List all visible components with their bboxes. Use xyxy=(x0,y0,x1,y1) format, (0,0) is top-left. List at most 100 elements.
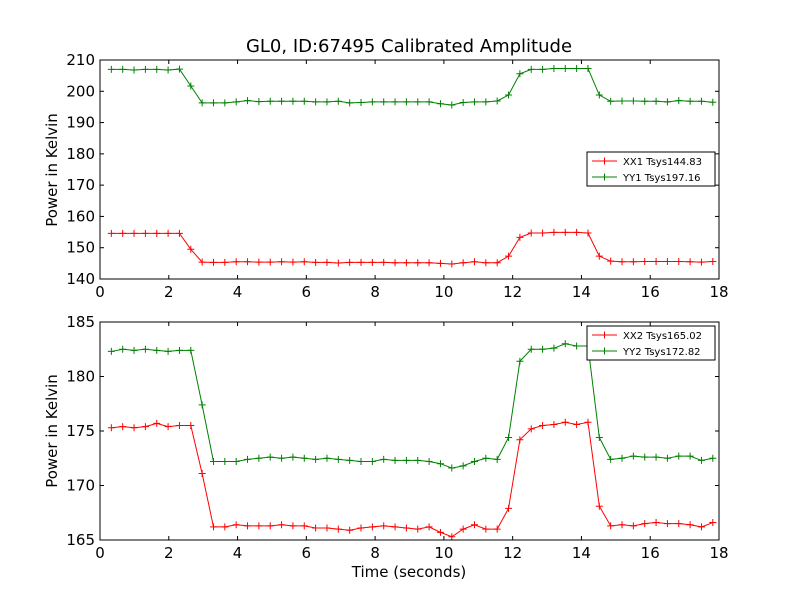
bottom-series-0-point xyxy=(470,521,478,529)
bottom-series-0-point xyxy=(198,470,206,478)
bottom-series-0-point xyxy=(255,522,263,530)
top-series-1-point xyxy=(686,97,694,105)
top-series-0-point xyxy=(675,257,683,265)
top-x-tick-label: 18 xyxy=(709,283,728,301)
top-series-0-point xyxy=(584,229,592,237)
top-series-0-point xyxy=(539,229,547,237)
bottom-series-0-point xyxy=(561,418,569,426)
top-series-0-point xyxy=(663,257,671,265)
bottom-series-0-point xyxy=(334,525,342,533)
top-series-0-point xyxy=(266,258,274,266)
bottom-series-0-point xyxy=(493,525,501,533)
top-series-1-point xyxy=(153,65,161,73)
bottom-x-tick-label: 2 xyxy=(164,544,174,562)
bottom-series-0-point xyxy=(391,523,399,531)
bottom-series-0-point xyxy=(244,522,252,530)
top-series-1-point xyxy=(697,97,705,105)
top-series-1-point xyxy=(448,101,456,109)
top-series-1-point xyxy=(414,98,422,106)
top-series-0-point xyxy=(652,257,660,265)
bottom-series-0-point xyxy=(686,521,694,529)
top-x-tick-label: 14 xyxy=(572,283,591,301)
top-legend-swatch-marker xyxy=(601,173,608,181)
top-series-1-point xyxy=(402,98,410,106)
bottom-series-1-point xyxy=(255,454,263,462)
top-series-1-point xyxy=(652,97,660,105)
bottom-series-1-point xyxy=(425,458,433,466)
bottom-plot-panel: Power in Kelvin Time (seconds) 0 2 4 6 8 10 12… xyxy=(43,313,729,581)
bottom-series-0-point xyxy=(346,526,354,534)
top-x-tick-label: 8 xyxy=(370,283,380,301)
top-series-1-point xyxy=(278,97,286,105)
top-series-0-point xyxy=(436,259,444,267)
top-series-1-point xyxy=(221,99,229,107)
top-series-0-point xyxy=(346,258,354,266)
bottom-series-1-point xyxy=(573,342,581,350)
top-series-1-point xyxy=(607,97,615,105)
bottom-series-1-point xyxy=(709,454,717,462)
bottom-series-0-point xyxy=(209,523,217,531)
bottom-series-1-point xyxy=(221,458,229,466)
bottom-series-1-point xyxy=(278,454,286,462)
top-series-1-point xyxy=(175,65,183,73)
top-y-tick-label: 180 xyxy=(66,145,95,163)
bottom-series-0-point xyxy=(289,522,297,530)
bottom-series-0-point xyxy=(164,423,172,431)
top-y-tick-label: 200 xyxy=(66,82,95,100)
top-series-1-point xyxy=(663,98,671,106)
top-series-0-point xyxy=(198,258,206,266)
top-series-0-point xyxy=(641,257,649,265)
top-series-0-point xyxy=(709,257,717,265)
top-y-tick-label: 150 xyxy=(66,239,95,257)
bottom-series-1-point xyxy=(595,434,603,442)
bottom-series-1-point xyxy=(334,455,342,463)
top-series-0-point xyxy=(448,260,456,268)
top-y-tick-label: 140 xyxy=(66,270,95,288)
top-series-1-point xyxy=(232,98,240,106)
top-series-0-point xyxy=(278,258,286,266)
top-series-0-point xyxy=(380,258,388,266)
top-series-0-point xyxy=(402,259,410,267)
bottom-x-tick-label: 12 xyxy=(503,544,522,562)
top-series-0-point xyxy=(607,257,615,265)
top-series-1-point xyxy=(119,65,127,73)
bottom-y-tick-label: 165 xyxy=(66,531,95,549)
bottom-series-1-point xyxy=(391,456,399,464)
bottom-series-0-point xyxy=(187,422,195,430)
bottom-series-1-point xyxy=(300,454,308,462)
top-y-axis-label: Power in Kelvin xyxy=(43,113,61,227)
top-x-tick-label: 4 xyxy=(233,283,243,301)
bottom-y-axis-label: Power in Kelvin xyxy=(43,374,61,488)
top-series-1-point xyxy=(255,98,263,106)
bottom-x-tick-label: 4 xyxy=(233,544,243,562)
top-legend-label: XX1 Tsys144.83 xyxy=(623,157,702,168)
top-series-0-point xyxy=(414,259,422,267)
top-series-0-point xyxy=(470,258,478,266)
bottom-series-1-point xyxy=(153,346,161,354)
top-series-1-point xyxy=(368,98,376,106)
bottom-series-1-point xyxy=(368,458,376,466)
top-series-0-point xyxy=(391,259,399,267)
bottom-x-tick-label: 8 xyxy=(370,544,380,562)
bottom-series-line-1 xyxy=(111,343,713,469)
bottom-series-1-point xyxy=(198,401,206,409)
bottom-series-1-point xyxy=(550,344,558,352)
bottom-series-0-point xyxy=(436,528,444,536)
top-series-0-point xyxy=(130,229,138,237)
bottom-series-0-point xyxy=(448,533,456,541)
bottom-series-0-point xyxy=(402,524,410,532)
top-series-0-point xyxy=(368,258,376,266)
bottom-series-0-point xyxy=(697,523,705,531)
bottom-series-0-point xyxy=(459,525,467,533)
bottom-series-1-point xyxy=(119,345,127,353)
top-series-1-point xyxy=(107,65,115,73)
bottom-y-tick-label: 180 xyxy=(66,368,95,386)
chart-title: GL0, ID:67495 Calibrated Amplitude xyxy=(246,36,572,57)
bottom-x-tick-label: 0 xyxy=(95,544,105,562)
bottom-series-0-point xyxy=(368,523,376,531)
x-axis-label: Time (seconds) xyxy=(351,563,467,581)
bottom-series-1-point xyxy=(244,455,252,463)
bottom-series-1-point xyxy=(561,340,569,348)
top-series-1-point xyxy=(618,97,626,105)
bottom-series-1-point xyxy=(697,456,705,464)
